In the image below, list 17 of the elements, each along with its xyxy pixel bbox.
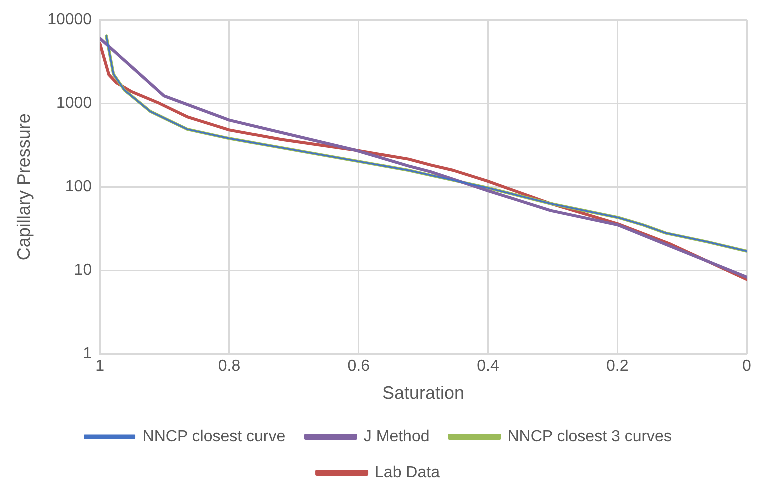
legend-label: NNCP closest 3 curves [508,428,672,446]
legend-label: NNCP closest curve [142,428,286,446]
x-tick-label: 0.6 [348,358,370,376]
y-tick-label: 100 [65,178,92,196]
x-tick-label: 1 [96,358,105,376]
y-tick-label: 1 [83,346,92,363]
x-tick-label: 0.4 [477,358,500,376]
x-tick-label: 0.2 [606,358,629,376]
legend-label: J Method [364,428,430,446]
legend-label: Lab Data [375,464,440,482]
y-tick-label: 1000 [56,94,92,112]
y-tick-label: 10 [74,262,92,280]
x-tick-label: 0 [742,358,752,376]
y-axis-title: Capillary Pressure [14,114,34,261]
x-axis-title: Saturation [382,383,465,404]
x-tick-label: 0.8 [218,358,241,376]
y-tick-label: 10000 [48,11,92,28]
